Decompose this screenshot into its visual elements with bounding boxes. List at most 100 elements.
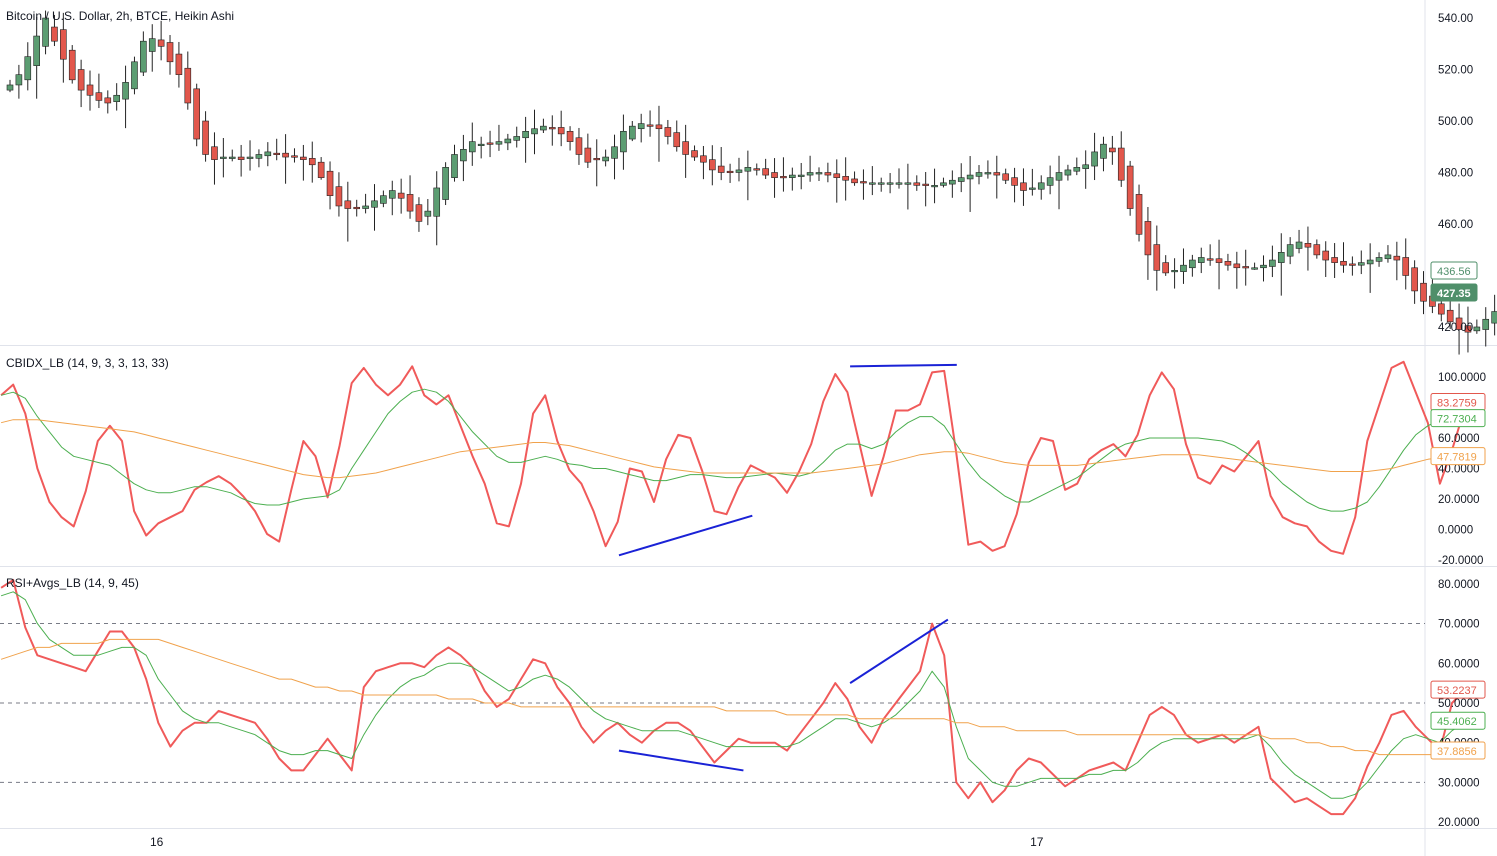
candle-body	[113, 94, 120, 102]
candle-body	[1020, 182, 1027, 191]
candle-body	[1117, 147, 1125, 181]
candle-body	[1313, 244, 1321, 256]
candle-body	[1215, 258, 1223, 263]
candle-body	[753, 168, 761, 171]
price-last-value-tag	[1430, 261, 1478, 280]
candle-body	[895, 182, 903, 185]
candle-body	[700, 155, 707, 163]
candle-body	[1393, 255, 1401, 261]
candle-body	[442, 167, 449, 200]
candle-body	[611, 146, 618, 159]
candle-body	[851, 178, 858, 184]
candle-body	[966, 174, 974, 180]
y-tick-label: 40.0000	[1438, 463, 1480, 475]
indicator-last-value-tag	[1430, 741, 1486, 760]
indicator-last-value-tag	[1430, 409, 1486, 428]
candle-body	[246, 156, 254, 159]
candle-body	[1011, 177, 1018, 186]
candle-body	[77, 69, 85, 91]
y-tick-label: 100.0000	[1438, 372, 1486, 384]
candle-body	[744, 167, 752, 172]
candle-body	[451, 154, 458, 178]
candle-body	[1455, 317, 1463, 330]
candle-body	[68, 49, 76, 81]
indicator-series-line	[0, 360, 1465, 555]
candle-body	[860, 181, 867, 184]
candle-body	[335, 186, 343, 207]
candle-body	[175, 53, 183, 75]
price-last-value-label: 436.56	[1437, 266, 1471, 278]
date-axis-label: 17	[1030, 835, 1044, 849]
candle-body	[522, 131, 529, 139]
candle-body	[1491, 311, 1497, 324]
y-tick-label: -20.0000	[1438, 555, 1483, 567]
candle-body	[15, 74, 23, 86]
candle-body	[691, 150, 698, 158]
candle-body	[842, 176, 849, 181]
candle-body	[877, 182, 885, 185]
candle-body	[1437, 303, 1445, 315]
y-tick-label: 520.00	[1438, 65, 1473, 77]
y-tick-label: 60.0000	[1438, 658, 1480, 670]
candle-body	[1180, 264, 1187, 272]
candle-body	[762, 168, 769, 176]
candle-body	[664, 127, 672, 137]
candle-body	[1269, 259, 1276, 267]
y-tick-label: 460.00	[1438, 219, 1473, 231]
candle-body	[717, 165, 725, 173]
candle-body	[371, 200, 378, 208]
candle-body	[806, 172, 814, 176]
candle-body	[504, 138, 512, 144]
candle-body	[1304, 243, 1312, 248]
candle-body	[397, 192, 405, 199]
candle-body	[424, 210, 432, 217]
candle-body	[984, 172, 992, 175]
y-tick-label: 70.0000	[1438, 619, 1480, 631]
candle-body	[6, 84, 14, 91]
candle-body	[308, 158, 316, 166]
candle-body	[940, 182, 947, 186]
candle-body	[904, 182, 912, 185]
cbidx-legend: CBIDX_LB (14, 9, 3, 3, 13, 33)	[6, 356, 169, 370]
candle-body	[575, 137, 583, 155]
indicator-last-value-label: 47.7819	[1437, 452, 1477, 464]
candle-body	[60, 29, 67, 60]
candle-body	[1277, 252, 1285, 263]
candle-body	[1446, 309, 1454, 323]
candle-body	[557, 127, 565, 135]
candle-body	[273, 152, 281, 155]
candle-body	[380, 195, 387, 204]
candle-body	[1402, 257, 1410, 276]
indicator-last-value-label: 45.4062	[1437, 716, 1477, 728]
candle-body	[86, 84, 94, 96]
candle-body	[1473, 326, 1481, 332]
candle-body	[1091, 151, 1098, 167]
candle-body	[300, 156, 307, 160]
candle-body	[264, 151, 272, 157]
candle-body	[193, 88, 200, 140]
candle-body	[1171, 270, 1178, 273]
candle-body	[291, 155, 298, 158]
candle-body	[166, 42, 174, 63]
candle-body	[886, 182, 894, 185]
y-tick-label: 80.0000	[1438, 579, 1480, 591]
y-tick-label: 0.0000	[1438, 524, 1473, 536]
candle-body	[540, 125, 547, 131]
candle-body	[824, 172, 832, 176]
rsi-legend: RSI+Avgs_LB (14, 9, 45)	[6, 576, 139, 590]
candle-body	[1153, 244, 1161, 271]
candle-body	[620, 131, 627, 153]
indicator-last-value-label: 83.2759	[1437, 397, 1477, 409]
candle-body	[131, 61, 138, 90]
y-tick-label: 60.0000	[1438, 433, 1480, 445]
indicator-last-value-label: 37.8856	[1437, 746, 1477, 758]
indicator-series-line	[0, 388, 1465, 512]
indicator-series-line	[0, 578, 1465, 816]
candle-body	[353, 206, 361, 210]
candle-body	[42, 17, 49, 47]
candle-body	[931, 185, 938, 188]
candle-body	[949, 179, 956, 185]
divergence-trendline	[618, 514, 753, 557]
candle-body	[220, 156, 227, 159]
